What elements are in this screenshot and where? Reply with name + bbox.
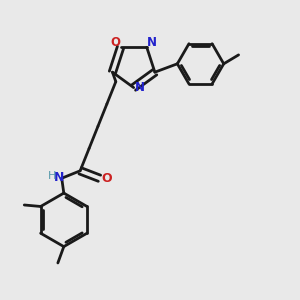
Text: N: N xyxy=(135,81,145,94)
Text: N: N xyxy=(147,36,157,49)
Text: O: O xyxy=(110,36,120,49)
Text: H: H xyxy=(47,171,56,181)
Text: N: N xyxy=(54,171,64,184)
Text: O: O xyxy=(102,172,112,185)
